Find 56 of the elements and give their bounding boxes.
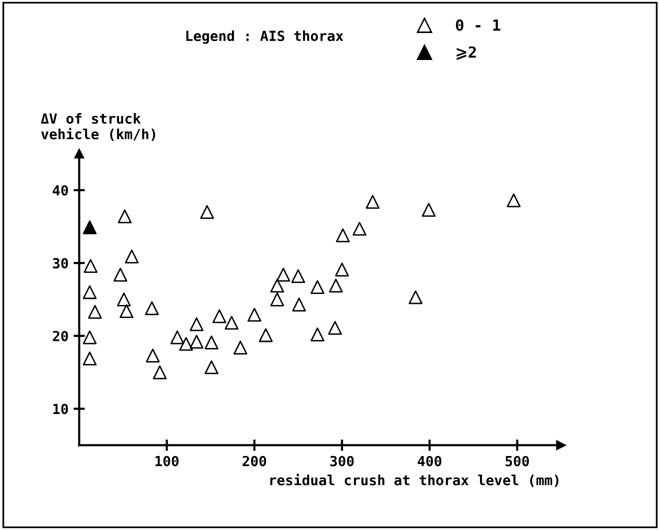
point <box>366 194 380 209</box>
point <box>204 360 218 374</box>
point <box>506 193 521 208</box>
legend-label: 0 - 1 <box>456 19 500 31</box>
point <box>310 328 324 342</box>
point <box>82 220 97 234</box>
point <box>212 309 226 324</box>
point <box>190 334 204 349</box>
legend-title: Legend : AIS thorax <box>186 30 344 44</box>
point <box>310 280 324 294</box>
point <box>328 320 342 335</box>
x-axis-title: residual crush at thorax level (mm) <box>270 474 558 487</box>
point <box>270 278 284 293</box>
point <box>82 285 97 300</box>
legend-label: ⩾2 <box>456 46 476 60</box>
x-tick-label: 400 <box>418 456 442 466</box>
point <box>152 365 167 380</box>
point <box>146 348 160 362</box>
point <box>408 290 422 304</box>
point <box>224 316 239 330</box>
point <box>247 308 262 322</box>
point <box>82 352 97 366</box>
point <box>258 328 273 342</box>
point <box>336 228 350 242</box>
point <box>233 340 248 354</box>
point <box>292 298 306 312</box>
y-tick-label: 40 <box>52 185 68 196</box>
x-tick-label: 300 <box>330 456 354 466</box>
x-tick-label: 200 <box>242 456 266 466</box>
point <box>328 278 343 293</box>
y-tick-label: 10 <box>53 404 68 414</box>
point <box>270 292 284 306</box>
point <box>118 209 132 224</box>
point <box>170 330 184 344</box>
point <box>190 317 204 332</box>
point <box>84 259 98 273</box>
y-axis-title: ΔV of struck vehicle (km/h) <box>40 113 156 141</box>
point <box>88 304 102 319</box>
point <box>120 304 134 318</box>
point <box>291 269 306 284</box>
point <box>335 262 349 276</box>
y-tick-label: 30 <box>52 258 68 268</box>
point <box>145 301 159 316</box>
point <box>352 222 366 236</box>
x-tick-label: 500 <box>506 456 529 466</box>
point <box>124 250 139 264</box>
point <box>113 268 128 282</box>
point <box>276 268 290 282</box>
point <box>116 292 131 306</box>
point <box>422 202 436 217</box>
point <box>200 205 214 219</box>
x-tick-label: 100 <box>156 456 179 466</box>
y-tick-label: 20 <box>52 330 68 342</box>
point <box>179 336 193 351</box>
point <box>204 336 218 350</box>
point <box>82 330 97 344</box>
